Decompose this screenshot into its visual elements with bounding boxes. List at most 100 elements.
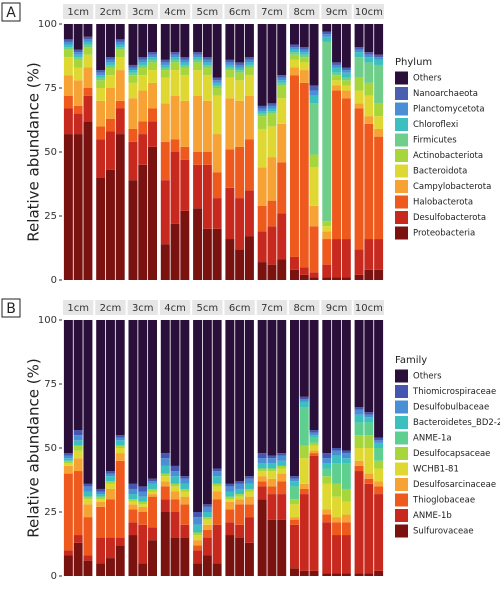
legend-key [395,211,408,224]
bar-segment [202,24,212,58]
bar-segment [322,24,332,32]
bar-segment [244,476,254,479]
facet-label: 6cm [229,7,251,18]
bar-segment [374,494,384,571]
bar-segment [180,62,190,65]
bar-segment [309,435,319,438]
legend-label: Chloroflexi [413,120,458,130]
facet-strip [95,300,126,315]
bar-segment [244,496,254,505]
bar-segment [180,504,190,525]
bar-segment [202,152,212,165]
bar-segment [290,59,299,68]
y-tick-label: 75 [44,379,57,390]
bar-segment [332,522,342,536]
y-tick-label: 0 [51,275,57,286]
bar-segment [105,473,115,477]
bar-segment [83,67,93,88]
bar-segment [244,190,254,237]
bar-segment [267,108,277,112]
bar-segment [148,496,157,528]
bar-segment [244,64,254,68]
legend-title: Family [395,355,427,366]
bar-segment [267,103,277,106]
bar-segment [170,223,180,280]
bar-segment [212,320,222,469]
bar-segment [354,47,364,50]
bar-segment [290,504,299,518]
facet-label: 5cm [197,7,219,18]
bar-segment [105,75,115,88]
facet-label: 2cm [100,303,122,314]
bar-segment [128,488,138,495]
bar-segment [138,57,148,60]
bar-segment [341,573,351,576]
bar-segment [63,550,73,556]
bar-segment [180,146,190,160]
legend-label: Others [413,372,442,382]
bar-segment [148,62,157,71]
bar-segment [96,506,106,538]
bar-segment [180,159,190,211]
bar-segment [96,75,106,78]
facet-label: 2cm [100,7,122,18]
bar-segment [290,524,299,569]
bar-segment [235,537,245,576]
bar-segment [309,103,319,155]
bar-segment [170,491,180,500]
bar-segment [244,488,254,492]
bar-segment [138,75,148,91]
legend-key [395,226,408,240]
bar-segment [148,146,157,280]
bar-segment [225,501,235,510]
bar-segment [138,67,148,76]
legend-label: Others [413,74,442,84]
bar-segment [160,67,170,71]
bar-segment [299,274,309,280]
facet-strip [192,4,223,19]
legend-key [395,416,408,429]
bar-segment [364,320,374,413]
panel-label: A [6,5,16,21]
bar-segment [322,476,332,484]
bar-segment [354,108,364,250]
bar-segment [322,522,332,574]
bar-segment [83,517,93,556]
bar-segment [193,54,203,58]
bar-segment [235,524,245,538]
bar-segment [170,139,180,152]
bar-segment [148,491,157,495]
bar-segment [96,499,106,502]
bar-segment [170,320,180,466]
bar-segment [332,496,342,518]
bar-segment [160,481,170,487]
bar-segment [267,111,277,114]
bar-segment [332,448,342,451]
legend-key [395,118,408,131]
facet-label: 7cm [261,303,283,314]
bar-segment [105,118,115,132]
bar-segment [148,108,157,122]
legend-key [395,369,408,383]
bar-segment [257,108,267,112]
bar-segment [128,320,138,484]
bar-segment [277,80,287,83]
bar-segment [267,105,277,109]
bar-segment [128,128,138,142]
bar-segment [364,52,374,55]
bar-segment [354,422,364,436]
facet-strip [289,4,320,19]
bar-segment [96,24,106,71]
bar-segment [341,320,351,451]
bar-segment [267,126,277,158]
bar-segment [96,563,106,576]
bar-segment [73,134,83,280]
legend-label: Thiomicrospiraceae [412,387,496,397]
bar-segment [277,24,287,76]
legend-label: Actinobacteriota [413,151,483,161]
bar-segment [63,555,73,576]
bar-segment [212,563,222,576]
bar-segment [63,320,73,454]
bar-segment [96,501,106,507]
bar-segment [170,62,180,71]
